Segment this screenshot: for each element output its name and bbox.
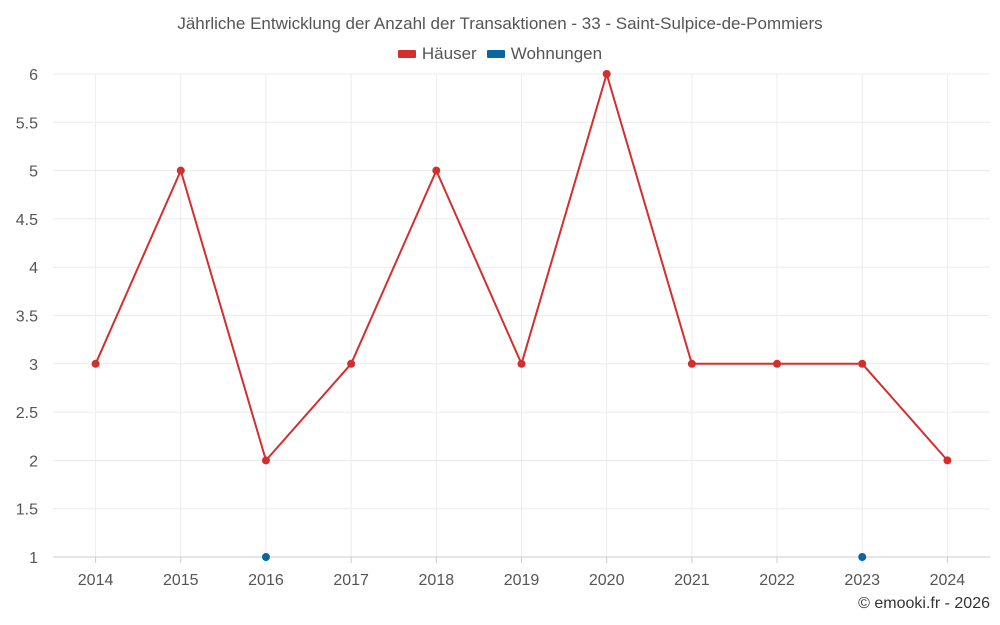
data-point[interactable] [432, 166, 441, 175]
x-tick-label: 2018 [419, 572, 455, 589]
data-point[interactable] [176, 166, 185, 175]
x-tick-label: 2015 [163, 572, 199, 589]
series-layer [91, 70, 952, 561]
y-tick-label: 3.5 [16, 309, 38, 326]
legend: Häuser Wohnungen [0, 44, 1000, 64]
x-tick-label: 2020 [589, 572, 625, 589]
legend-item-haeuser[interactable]: Häuser [397, 44, 477, 64]
y-tick-label: 5.5 [16, 115, 38, 132]
legend-item-wohnungen[interactable]: Wohnungen [486, 44, 603, 64]
x-tick-label: 2024 [930, 572, 966, 589]
y-tick-label: 4 [29, 260, 38, 277]
data-point[interactable] [858, 359, 867, 368]
data-point[interactable] [858, 553, 867, 561]
legend-label-wohnungen: Wohnungen [510, 44, 603, 63]
data-point[interactable] [517, 359, 526, 368]
axes: 1 1.5 2 2.5 3 3.5 4 4.5 5 5.5 6 2014 2015 2016 2017 201… [16, 67, 990, 589]
x-tick-label: 2019 [504, 572, 540, 589]
x-tick-label: 2014 [78, 572, 114, 589]
data-point[interactable] [602, 70, 611, 78]
chart-title: Jährliche Entwicklung der Anzahl der Tra… [177, 14, 823, 33]
data-point[interactable] [773, 359, 782, 368]
legend-swatch-haeuser [397, 50, 416, 58]
y-tick-label: 1.5 [16, 502, 38, 519]
y-tick-label: 6 [29, 67, 38, 84]
x-tick-label: 2021 [674, 572, 710, 589]
data-point[interactable] [261, 553, 270, 561]
grid-lines [53, 73, 990, 558]
x-tick-label: 2017 [333, 572, 369, 589]
legend-label-haeuser: Häuser [421, 44, 477, 63]
data-point[interactable] [687, 359, 696, 368]
x-tick-label: 2023 [844, 572, 880, 589]
y-tick-label: 3 [29, 357, 38, 374]
y-tick-label: 1 [29, 550, 38, 567]
y-tick-label: 2.5 [16, 405, 38, 422]
credit-text: © emooki.fr - 2026 [858, 595, 990, 612]
data-point[interactable] [347, 359, 356, 368]
y-tick-label: 5 [29, 164, 38, 181]
y-tick-label: 4.5 [16, 212, 38, 229]
x-tick-label: 2022 [759, 572, 795, 589]
x-tick-label: 2016 [248, 572, 284, 589]
legend-swatch-wohnungen [486, 50, 505, 58]
y-tick-label: 2 [29, 453, 38, 470]
data-point[interactable] [261, 456, 270, 465]
data-point[interactable] [91, 359, 100, 368]
data-point[interactable] [943, 456, 952, 465]
